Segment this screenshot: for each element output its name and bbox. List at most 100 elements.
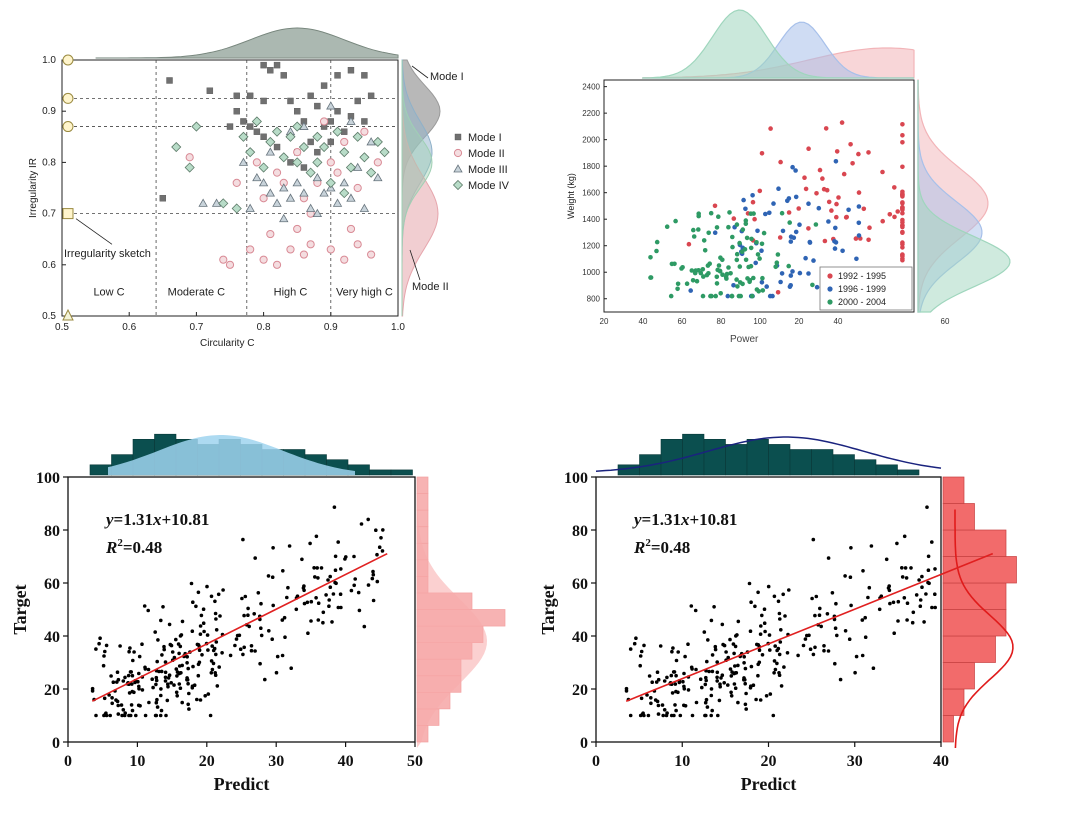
data-point (674, 658, 679, 663)
data-point (822, 644, 826, 648)
data-point (681, 679, 685, 684)
data-point (354, 97, 361, 105)
data-point (786, 263, 791, 269)
data-point (714, 274, 720, 280)
equation-part: y (104, 510, 114, 529)
data-point (359, 522, 364, 526)
x-tick-label: 1.0 (391, 322, 405, 333)
data-point (346, 224, 356, 234)
marginal-top-density-0 (641, 9, 914, 79)
x-tick-label: 80 (717, 317, 726, 326)
annotation-arrow (75, 218, 113, 245)
data-point (826, 219, 831, 224)
data-point (806, 271, 811, 276)
data-point (163, 679, 168, 683)
hist-right-bar (942, 476, 965, 504)
data-point (198, 198, 208, 207)
data-point (900, 133, 905, 138)
data-point (137, 654, 142, 659)
data-point (258, 162, 269, 173)
data-point (120, 713, 124, 718)
data-point (253, 556, 257, 560)
data-point (706, 638, 710, 642)
data-point (196, 673, 201, 678)
data-point (922, 620, 926, 624)
data-point (869, 544, 874, 548)
data-point (108, 713, 112, 718)
data-point (314, 148, 321, 156)
series-mode-ii (185, 117, 382, 269)
data-point (245, 147, 256, 158)
data-point (933, 567, 937, 571)
data-point (628, 647, 633, 651)
data-point (313, 575, 317, 579)
data-point (834, 214, 839, 220)
data-point (367, 92, 375, 100)
data-point (162, 647, 166, 652)
data-point (212, 646, 217, 651)
data-point (638, 713, 643, 718)
data-point (154, 675, 159, 680)
data-point (238, 157, 249, 166)
data-point (312, 172, 323, 182)
data-point (217, 665, 221, 669)
data-point (366, 167, 377, 178)
data-point (833, 159, 839, 164)
data-point (803, 637, 808, 641)
marginal-right-density-curve (954, 509, 1014, 749)
data-point (209, 594, 214, 599)
data-point (744, 691, 748, 696)
data-point (240, 596, 244, 601)
data-point (896, 599, 901, 604)
equation-part: x (152, 510, 162, 529)
data-point (760, 275, 765, 281)
data-point (294, 607, 299, 612)
plot-frame (67, 476, 416, 743)
data-point (833, 240, 839, 245)
data-point (900, 122, 905, 127)
data-point (252, 172, 262, 182)
data-point (279, 213, 289, 223)
data-point (701, 238, 707, 243)
data-point (823, 126, 829, 131)
data-point (905, 601, 910, 605)
data-point (654, 680, 659, 684)
data-point (333, 568, 338, 572)
mode-i-pointer (411, 65, 429, 79)
data-point (286, 585, 290, 590)
x-tick-label: 20 (199, 753, 215, 770)
data-point (339, 178, 349, 187)
data-point (905, 618, 909, 622)
data-point (735, 284, 740, 289)
data-point (191, 664, 195, 669)
data-point (151, 685, 155, 690)
data-point (728, 271, 733, 276)
data-point (164, 713, 168, 718)
data-point (174, 637, 178, 642)
data-point (196, 590, 201, 595)
data-point (655, 670, 660, 674)
data-point (757, 188, 763, 194)
data-point (662, 708, 667, 712)
data-point (307, 138, 314, 146)
y-tick-label: 0.6 (42, 260, 56, 271)
data-point (709, 713, 713, 718)
data-point (309, 599, 314, 604)
data-point (130, 673, 135, 678)
data-point (737, 264, 743, 269)
data-point (772, 671, 776, 675)
data-point (157, 669, 161, 674)
data-point (639, 696, 644, 701)
data-point (743, 681, 747, 686)
data-point (128, 670, 133, 674)
data-point (867, 225, 872, 230)
data-point (127, 691, 132, 695)
data-point (743, 257, 749, 263)
data-point (379, 147, 390, 158)
data-point (198, 698, 203, 702)
y-tick-label: 2000 (582, 136, 600, 145)
x-tick-label: 10 (674, 753, 690, 770)
data-point (185, 678, 189, 682)
data-point (131, 658, 135, 663)
data-point (249, 648, 254, 653)
